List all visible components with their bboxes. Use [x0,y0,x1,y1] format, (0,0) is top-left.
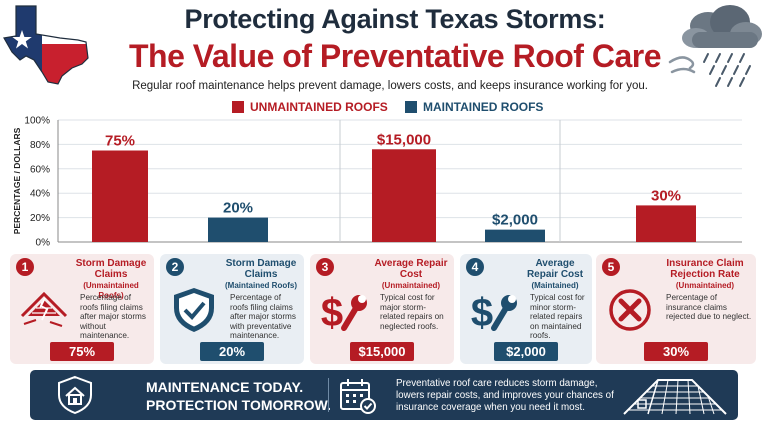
bar [92,150,148,242]
card-title: Average Repair Cost [526,258,584,280]
card-subtitle: (Maintained) [531,281,579,290]
legend-label-maintained: MAINTAINED ROOFS [423,100,544,114]
legend-swatch-unmaintained [232,101,244,113]
bar-value-label: 20% [223,200,253,217]
roof-outline-icon [623,379,727,415]
house-shield-icon [58,375,92,415]
legend-swatch-maintained [405,101,417,113]
card-description: Percentage of roofs filing claims after … [230,293,296,341]
y-tick-label: 80% [30,140,50,151]
svg-text:$: $ [321,291,343,334]
shield-check-icon [174,288,214,332]
dollar-wrench-icon: $ [471,291,517,334]
stat-card: 3 Average Repair Cost (Unmaintained) $ T… [310,254,454,364]
card-subtitle: (Unmaintained) [675,281,735,290]
card-description: Percentage of insurance claims rejected … [666,293,752,322]
card-value: 75% [50,342,114,361]
calendar-check-icon [340,379,376,414]
bottom-banner: MAINTENANCE TODAY. PROTECTION TOMORROW. … [30,370,738,420]
card-subtitle: (Unmaintained Roofs) [83,281,139,300]
card-description: Percentage of roofs filing claims after … [80,293,146,341]
y-tick-label: 40% [30,189,50,200]
bar [485,229,545,242]
bar-value-label: 30% [651,187,681,204]
card-number-badge: 3 [316,258,334,276]
card-value: 30% [644,342,708,361]
card-value: $2,000 [494,342,558,361]
y-axis-title: PERCENTAGE / DOLLARS [12,127,22,234]
card-number-badge: 4 [466,258,484,276]
y-tick-label: 0% [36,238,51,249]
card-title: Storm Damage Claims [225,258,297,280]
page-subtitle: Regular roof maintenance helps prevent d… [132,80,648,92]
legend-label-unmaintained: UNMAINTAINED ROOFS [250,100,388,114]
stat-card: 5 Insurance Claim Rejection Rate (Unmain… [596,254,756,364]
storm-cloud-icon [668,5,762,87]
svg-text:$: $ [471,291,493,334]
y-tick-label: 20% [30,213,50,224]
banner-divider [328,378,329,412]
banner-description: Preventative roof care reduces storm dam… [396,378,614,413]
page-title-secondary: The Value of Preventative Roof Care [129,38,662,74]
bar [636,205,696,242]
damaged-roof-icon [20,291,68,327]
stat-card: 4 Average Repair Cost (Maintained) $ Typ… [460,254,592,364]
card-subtitle: (Maintained Roofs) [225,281,297,290]
bar [208,217,268,242]
stat-card: 2 Storm Damage Claims (Maintained Roofs)… [160,254,304,364]
rejected-x-icon [609,289,651,331]
stat-card: 1 Storm Damage Claims (Unmaintained Roof… [10,254,154,364]
card-description: Typical cost for minor storm-related rep… [530,293,585,341]
card-number-badge: 1 [16,258,34,276]
card-value: 20% [200,342,264,361]
card-value: $15,000 [350,342,414,361]
card-description: Typical cost for major storm-related rep… [380,293,444,331]
card-number-badge: 5 [602,258,620,276]
banner-slogan-line1: MAINTENANCE TODAY. [146,379,304,395]
card-title: Insurance Claim Rejection Rate [666,258,744,280]
card-subtitle: (Unmaintained) [381,281,441,290]
card-title: Average Repair Cost [374,258,448,280]
y-tick-label: 100% [24,116,50,127]
card-number-badge: 2 [166,258,184,276]
bar-value-label: 75% [105,133,135,150]
bar [372,149,436,242]
bar-value-label: $2,000 [492,212,538,229]
bar-chart: PERCENTAGE / DOLLARS 0% 20% 40% 60% 80% 100% 75… [12,116,742,249]
texas-flag-map-icon [3,5,89,85]
y-tick-label: 60% [30,164,50,175]
dollar-wrench-icon: $ [321,291,367,334]
bar-value-label: $15,000 [377,131,431,148]
card-title: Storm Damage Claims [75,258,147,280]
page-title: Protecting Against Texas Storms: [184,4,606,34]
banner-slogan-line2: PROTECTION TOMORROW. [146,397,331,413]
